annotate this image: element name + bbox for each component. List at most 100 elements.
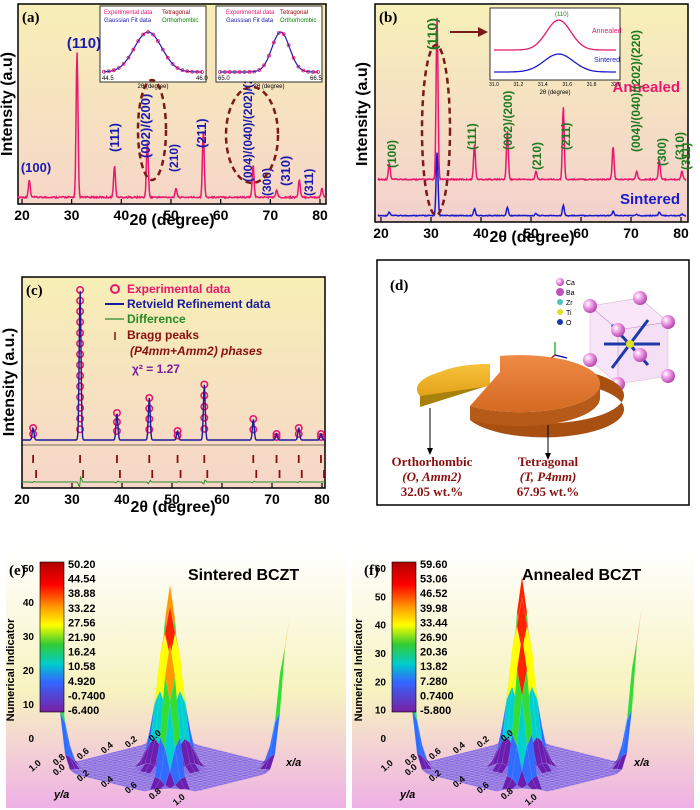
pie-label-orthorhombic: Orthorhombic	[392, 454, 473, 469]
inset2-xtick-0: 65.0	[218, 76, 230, 82]
panel-c-difference-curve	[22, 475, 325, 489]
pie-value-orthorhombic: 32.05 wt.%	[401, 484, 463, 499]
panel-a-xticks: 20 30 40 50 60 70 80	[14, 199, 328, 223]
panel-e-zlabel: Numerical Indicator	[5, 618, 17, 721]
colorbar-label: 16.24	[68, 647, 96, 659]
panel-b-hkl-label: (310)	[673, 132, 687, 160]
xtick-label: 70	[263, 207, 279, 223]
colorbar-label: 50.20	[68, 559, 96, 571]
xtick-label: 80	[314, 491, 330, 507]
panel-a-hkl-label: (211)	[194, 118, 209, 148]
crystal-structure: Ca Ba Zr Ti O	[545, 278, 675, 391]
experimental-point	[173, 426, 182, 435]
panel-c-label: (c)	[26, 283, 43, 299]
panel-e-zticks: 50 40 30 20 10 0	[23, 564, 35, 745]
zaxis-tick: 20	[23, 666, 35, 677]
inset1-xtick-0: 44.5	[102, 76, 114, 82]
panel-a-hkl-label: (210)	[167, 144, 181, 172]
panel-b-label: (b)	[379, 10, 397, 26]
experimental-point	[76, 371, 85, 380]
legend-marker-exp	[110, 284, 120, 294]
zaxis-tick: 10	[375, 706, 387, 717]
legend-phases: (P4mm+Amm2) phases	[130, 344, 263, 358]
surface-facet	[516, 636, 528, 696]
zaxis-tick: 40	[375, 621, 387, 632]
inset-xtick: 31.4	[538, 82, 548, 88]
xtick-label: 70	[264, 491, 280, 507]
inset2-legend-tet: Tetragonal	[280, 10, 308, 16]
panel-b-hkl-label: (300)	[655, 138, 669, 166]
panel-e-title: Sintered BCZT	[188, 567, 299, 584]
colorbar-label: 59.60	[420, 559, 448, 571]
panel-e-xlabel: x/a	[285, 757, 301, 769]
xtick-label: 20	[373, 225, 389, 241]
zaxis-tick: 40	[23, 598, 35, 609]
panel-b-hkl-label: (111)	[465, 123, 479, 150]
inset-xticks: 31.0 31.2 31.4 31.6 31.8 32.0	[489, 82, 621, 88]
inset1-points	[102, 30, 204, 74]
xtick-label: 40	[114, 207, 130, 223]
panel-b-hkl-label: (004)/(040)/(202)/(220)	[629, 30, 643, 152]
xtick-label: 80	[673, 225, 689, 241]
colorbar-label: 27.56	[68, 617, 96, 629]
inset2-xlabel: 2θ (degree)	[253, 84, 284, 90]
legend-refinement: Retvield Refinement data	[127, 297, 271, 311]
panel-f-xlabel: x/a	[633, 757, 649, 769]
experimental-point	[76, 360, 85, 369]
panel-b-ellipse	[420, 43, 452, 217]
panel-f-title: Annealed BCZT	[522, 567, 641, 584]
panel-f-colorbar: 59.60 53.06 46.52 39.98 33.44 26.90 20.36 13.82…	[391, 559, 454, 717]
panel-b-hkl-label: (211)	[559, 123, 573, 150]
panel-c: 20 30 40 50 60 70 80 (c) 2θ (degree) Intensity…	[1, 276, 330, 516]
panel-b-hkl-label: (110)	[424, 18, 440, 50]
zaxis-tick: 10	[23, 700, 35, 711]
inset2-points	[218, 31, 320, 74]
pie-value-tetragonal: 67.95 wt.%	[517, 484, 579, 499]
xtick-label: 30	[64, 491, 80, 507]
experimental-point	[76, 403, 85, 412]
panel-a-xrd-curve	[17, 52, 327, 200]
colorbar-label: 46.52	[420, 588, 448, 600]
xtick-label: 30	[64, 207, 80, 223]
panel-a-label: (a)	[22, 10, 40, 26]
panel-e-ylabel: y/a	[53, 789, 69, 801]
colorbar-gradient	[391, 561, 417, 713]
panel-e-label: (e)	[9, 563, 26, 579]
inset-legend-annealed: Annealed	[592, 28, 622, 35]
xtick-label: 60	[214, 491, 230, 507]
xtick-label: 60	[213, 207, 229, 223]
panel-c-refinement-curve	[22, 290, 325, 441]
panel-b-hkl-label: (100)	[385, 140, 399, 168]
pie-phase-tetragonal: (T, P4mm)	[520, 469, 577, 484]
panel-a-hkl-label: (311)	[302, 169, 316, 196]
panel-b-hkl-labels: (100) (110) (111) (002)/(200) (210) (211) (004…	[385, 18, 693, 170]
inset-legend-sintered: Sintered	[594, 57, 620, 64]
experimental-point	[76, 393, 85, 402]
colorbar-label: 26.90	[420, 632, 448, 644]
zaxis-tick: 0	[28, 734, 34, 745]
colorbar-label: -6.400	[68, 705, 99, 717]
xtick-label: 40	[473, 225, 489, 241]
panel-b-ylabel: Intensity (a.u)	[354, 62, 371, 166]
inset-xtick: 31.2	[514, 82, 524, 88]
panel-b-hkl-label: (311)	[679, 143, 693, 170]
panel-f-surface	[401, 576, 643, 792]
inset-xtick: 31.0	[489, 82, 499, 88]
panel-a: 20 30 40 50 60 70 80 (a) 2θ (degree) Intensity…	[0, 3, 328, 229]
panel-c-plot-area	[22, 277, 325, 488]
panel-c-bragg-ticks	[32, 455, 325, 478]
atom-ti: Ti	[566, 310, 572, 317]
xtick-label: 80	[312, 207, 328, 223]
experimental-point	[145, 414, 154, 423]
inset-peak-label: (110)	[555, 12, 569, 18]
panel-f-zlabel: Numerical Indicator	[353, 618, 365, 721]
panel-c-xticks: 20 30 40 50 60 70 80	[14, 483, 330, 507]
atom-ba: Ba	[566, 290, 575, 297]
inset-sintered-curve	[494, 53, 616, 73]
experimental-point	[249, 425, 258, 434]
colorbar-label: 13.82	[420, 661, 448, 673]
panel-f-label: (f)	[364, 563, 379, 579]
panel-a-ellipse-1	[136, 78, 168, 182]
zaxis-tick: 60	[375, 564, 387, 575]
zaxis-tick: 50	[23, 564, 35, 575]
